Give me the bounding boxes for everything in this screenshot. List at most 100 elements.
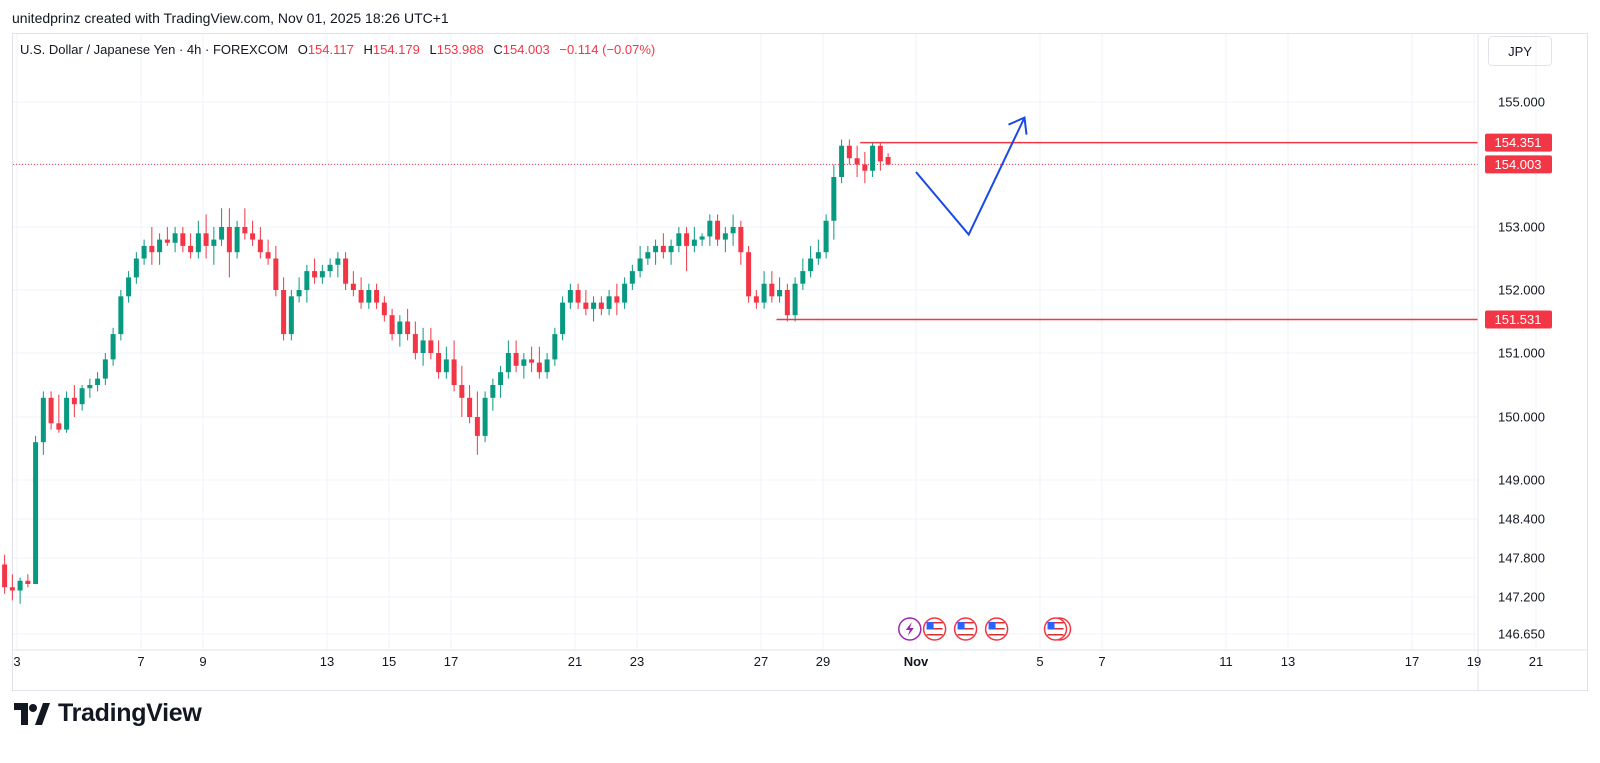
candle-body (273, 258, 279, 290)
candle-body (715, 220, 721, 240)
price-labels: 154.351 154.003 151.531 (1485, 133, 1552, 329)
candle (288, 290, 294, 341)
candle (815, 239, 821, 265)
low-label: L (429, 42, 437, 57)
candle-body (40, 397, 46, 443)
time-tick-label: 13 (1281, 654, 1295, 669)
candle (219, 208, 225, 246)
projection-path[interactable] (915, 117, 1026, 237)
us-flag-event-icon[interactable] (984, 617, 1009, 641)
candle (730, 214, 736, 246)
us-flag-event-icon[interactable] (922, 617, 947, 641)
time-tick-label: 17 (1405, 654, 1419, 669)
candle-body (529, 359, 535, 363)
time-axis[interactable]: 37913151721232729Nov5711131719212527Dec3… (13, 649, 1600, 669)
tradingview-logo-text: TradingView (58, 699, 202, 727)
candle-body (784, 290, 790, 316)
candle (56, 394, 62, 433)
candle (622, 277, 628, 309)
candle (544, 353, 550, 379)
candle-body (707, 220, 713, 237)
candle-body (862, 164, 868, 171)
candle-body (567, 290, 573, 303)
candle (660, 233, 666, 259)
price-tick-label: 147.800 (1498, 551, 1545, 566)
us-flag-event-icon[interactable] (1043, 617, 1072, 641)
candle-body (133, 258, 139, 278)
candle-body (412, 334, 418, 353)
candle-body (823, 220, 829, 253)
candle-body (257, 239, 263, 253)
candle (839, 139, 845, 184)
candle-body (172, 233, 178, 243)
candle (2, 554, 8, 594)
candle-body (451, 359, 457, 385)
candle-body (614, 296, 620, 303)
candle-body (312, 271, 318, 278)
time-tick-label: 11 (1219, 654, 1233, 669)
candle (420, 327, 426, 366)
candle-body (645, 252, 651, 259)
candle (529, 346, 535, 373)
price-axis-label-text: 151.531 (1495, 312, 1542, 327)
candle-body (265, 252, 271, 259)
candle-body (64, 397, 70, 430)
candle-body (598, 302, 604, 309)
candle-body (761, 283, 767, 303)
candle-body (629, 271, 635, 284)
candle-body (374, 290, 380, 303)
candle-body (831, 177, 837, 221)
candle-body (777, 290, 783, 297)
price-axis[interactable]: 155.000154.000153.000152.000151.000150.0… (1477, 34, 1545, 690)
candle-body (769, 283, 775, 297)
candle (389, 308, 395, 341)
candle (738, 220, 744, 265)
us-flag-event-icon[interactable] (953, 617, 978, 641)
candle-body (854, 158, 860, 165)
lightning-event-icon[interactable] (898, 617, 922, 641)
candle (374, 283, 380, 309)
candle (691, 227, 697, 253)
grid (13, 34, 1537, 650)
candle (312, 258, 318, 284)
time-tick-label: 21 (568, 654, 582, 669)
candle (668, 239, 674, 265)
chart-frame (12, 33, 1588, 691)
close-label: C (493, 42, 503, 57)
candle-body (366, 290, 372, 303)
candle (281, 277, 287, 341)
candle (451, 340, 457, 392)
candle-body (505, 353, 511, 373)
price-axis-label-text: 154.351 (1495, 135, 1542, 150)
candle-body (660, 245, 666, 253)
candle-body (839, 145, 845, 177)
candle-body (126, 277, 132, 297)
candle (505, 340, 511, 379)
candle (598, 296, 604, 316)
price-axis-label: 154.351 (1485, 133, 1552, 152)
events[interactable] (898, 617, 1072, 641)
tradingview-logo-icon (14, 702, 50, 725)
candle (226, 208, 232, 278)
candle (234, 220, 240, 259)
candle (79, 385, 85, 411)
candle (823, 214, 829, 259)
candle-body (203, 233, 209, 246)
candle-body (753, 296, 759, 303)
candle (513, 340, 519, 373)
candle-body (591, 302, 597, 309)
candle (172, 227, 178, 253)
candle (575, 283, 581, 309)
candle-body (846, 145, 852, 159)
candle-body (350, 283, 356, 290)
candle-body (436, 353, 442, 373)
candle (381, 296, 387, 322)
candle (102, 353, 108, 385)
candle (350, 271, 356, 297)
currency-selector[interactable]: JPY (1488, 36, 1552, 66)
candle-body (575, 290, 581, 303)
candle-body (102, 359, 108, 379)
candle-body (738, 227, 744, 253)
candle (319, 264, 325, 284)
